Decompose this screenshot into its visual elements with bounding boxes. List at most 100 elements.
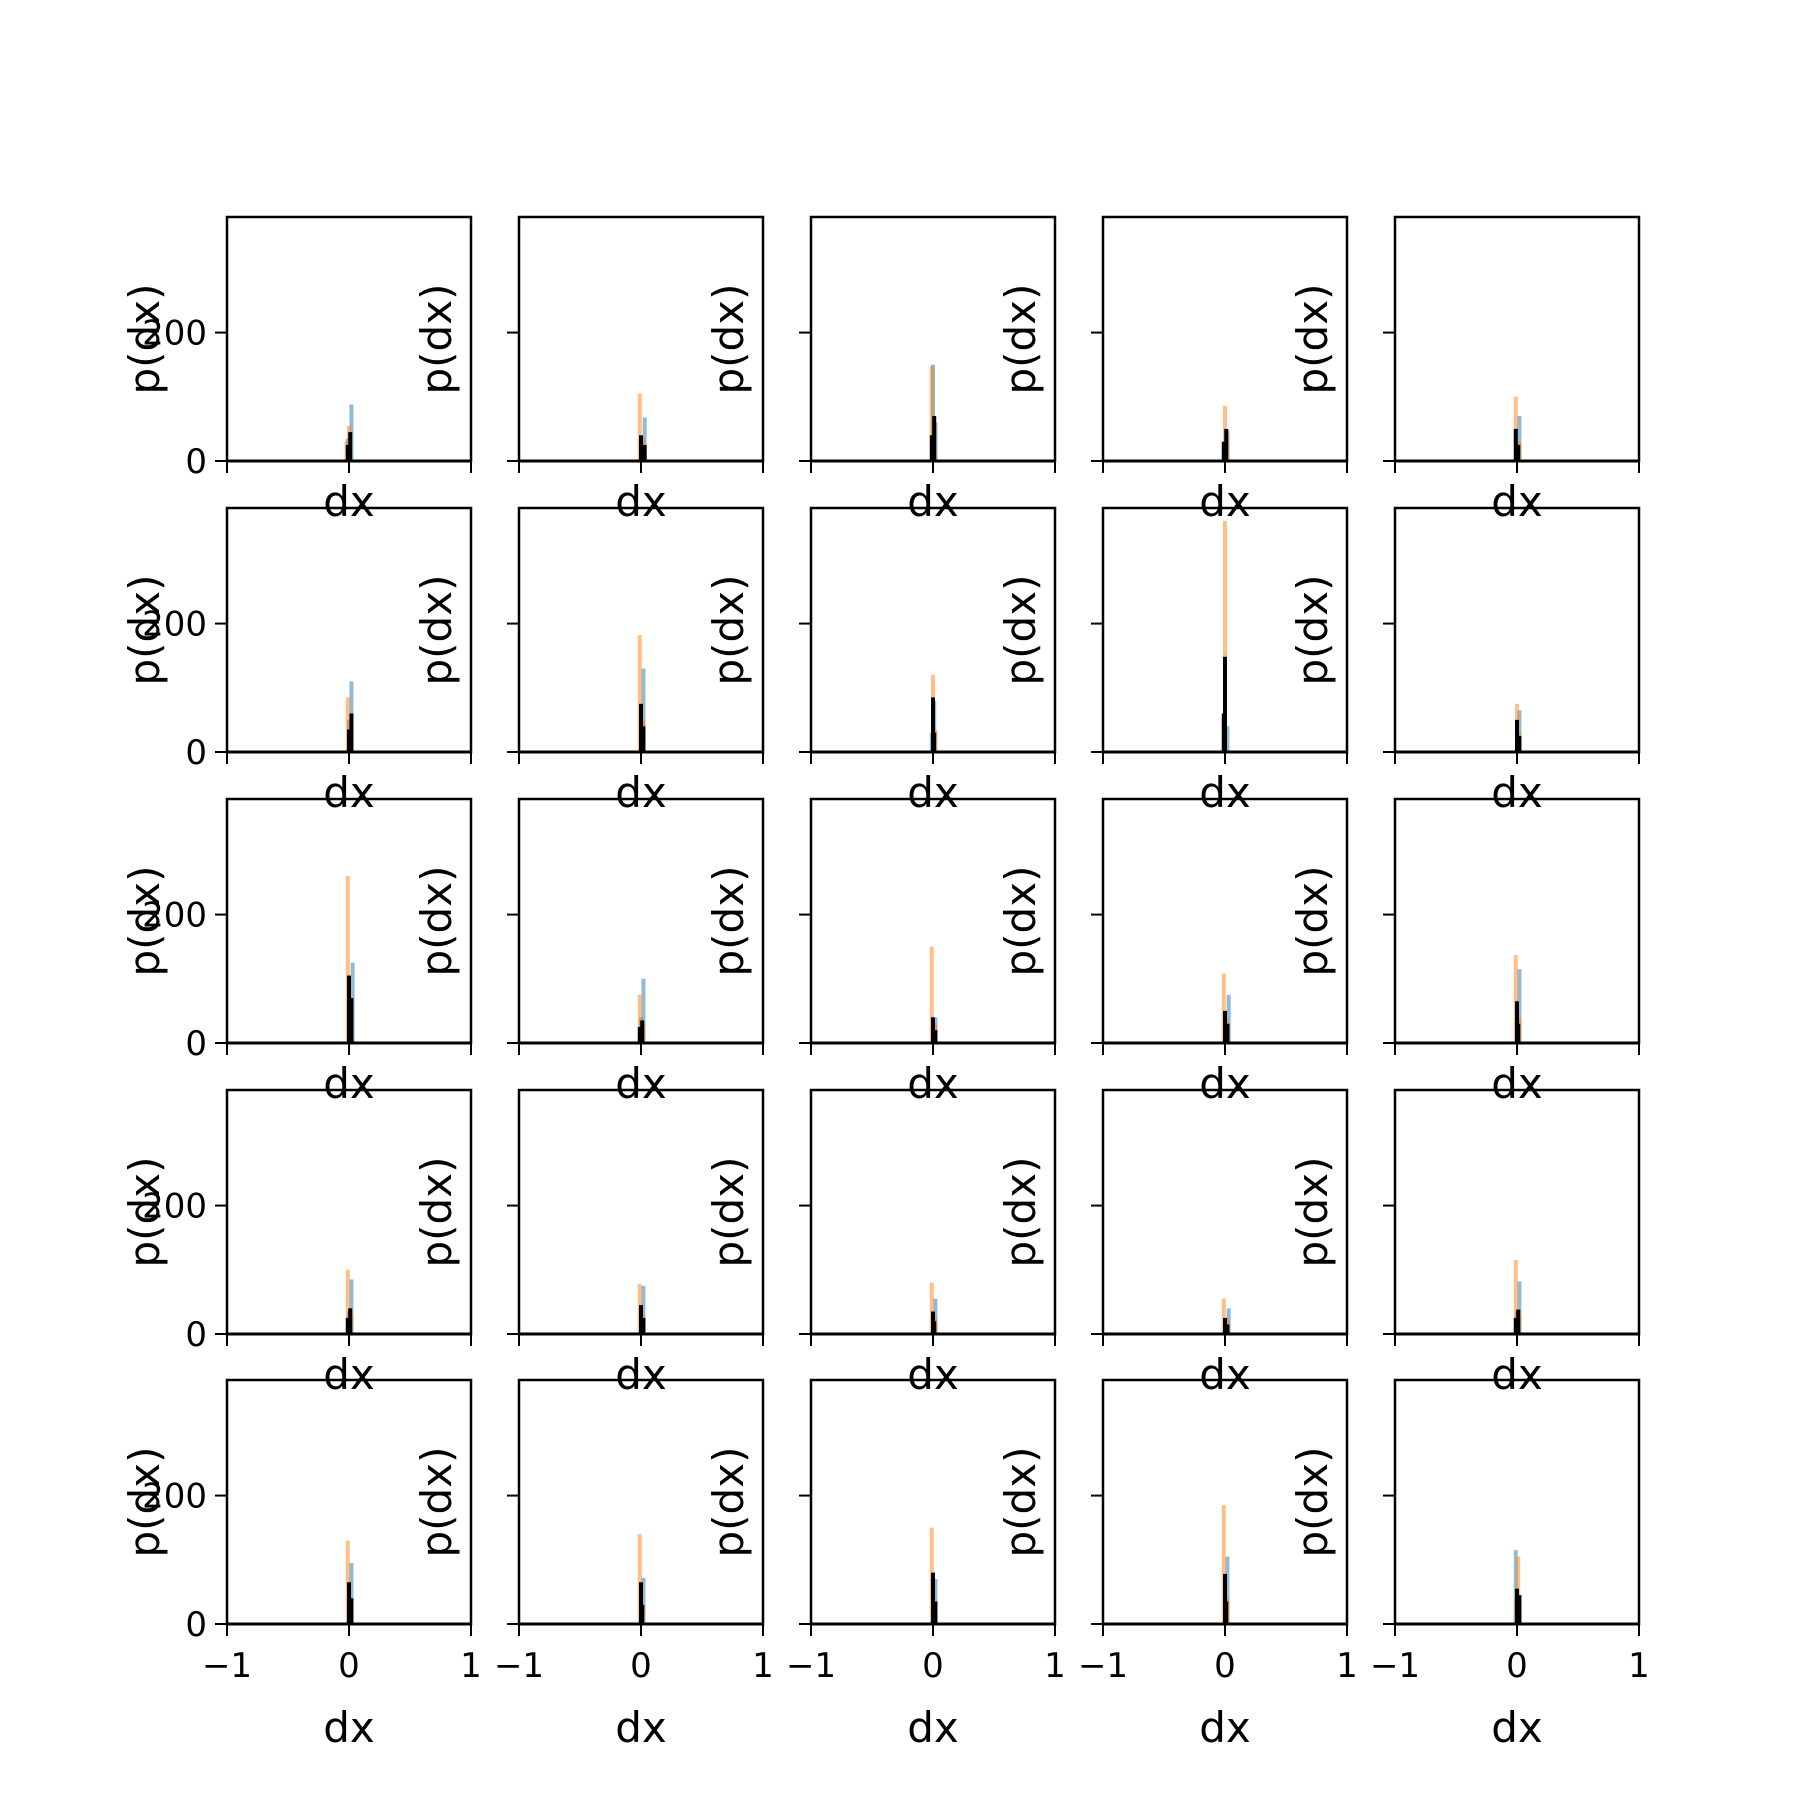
- histogram-bar-s2-b1: [637, 1534, 642, 1624]
- x-axis-label: dx: [323, 1350, 375, 1399]
- x-axis-label: dx: [907, 1059, 959, 1108]
- subplot-r2-c2: dx p(dx): [412, 506, 765, 817]
- histogram-bar-s2-b1: [345, 697, 350, 752]
- subplot-r5-c2: −1 0 1 dx p(dx): [412, 1378, 774, 1752]
- histogram-bar-s2-b1: [345, 1269, 350, 1334]
- y-axis-label: p(dx): [996, 1447, 1045, 1558]
- histogram-bar-s2-b1: [637, 635, 642, 752]
- x-tick-label: 1: [460, 1646, 482, 1686]
- x-axis-label: dx: [1199, 477, 1251, 526]
- y-axis-label: p(dx): [412, 1447, 461, 1558]
- histogram-bar-s3-b2: [345, 1317, 350, 1334]
- histogram-bar-s3-b2: [933, 1601, 938, 1624]
- x-axis-label: dx: [323, 768, 375, 817]
- subplot-r2-c5: dx p(dx): [1288, 506, 1641, 817]
- x-axis-label: dx: [323, 1703, 375, 1752]
- y-axis-label: p(dx): [704, 575, 753, 686]
- histogram-bar-s3-b2: [932, 1321, 937, 1334]
- y-axis-label: p(dx): [412, 575, 461, 686]
- y-axis-label: p(dx): [412, 866, 461, 977]
- subplot-r1-c5: dx p(dx): [1288, 215, 1641, 526]
- histogram-bar-s3-b2: [642, 444, 647, 461]
- histogram-bar-s3-b2: [347, 729, 351, 752]
- histogram-bar-s3-b2: [1517, 735, 1522, 752]
- histogram-bar-s3-b2: [641, 1317, 646, 1334]
- x-axis-label: dx: [1199, 1350, 1251, 1399]
- histogram-bar-s3-b1: [1515, 719, 1519, 752]
- subplot-r3-c2: dx p(dx): [412, 797, 765, 1108]
- subplot-r5-c5: −1 0 1 dx p(dx): [1288, 1378, 1650, 1752]
- y-axis-label: p(dx): [996, 575, 1045, 686]
- histogram-bar-s3-b1: [349, 713, 354, 752]
- subplot-r3-c1: 0 200 dx p(dx): [120, 797, 473, 1108]
- x-axis-label: dx: [907, 1350, 959, 1399]
- y-tick-label: 0: [185, 1605, 207, 1645]
- x-axis-label: dx: [615, 768, 667, 817]
- y-axis-label: p(dx): [412, 284, 461, 395]
- y-axis-label: p(dx): [1288, 1447, 1337, 1558]
- histogram-bar-s3-b2: [1221, 713, 1226, 752]
- subplot-r3-c4: dx p(dx): [996, 797, 1349, 1108]
- histogram-bar-s3-b1: [348, 1308, 353, 1334]
- histogram-bar-s3-b2: [929, 435, 934, 461]
- histogram-bar-s1-b2: [1225, 726, 1230, 752]
- histogram-bar-s3-b2: [1513, 1317, 1518, 1334]
- x-tick-label: −1: [494, 1646, 544, 1686]
- x-axis-label: dx: [1199, 1703, 1251, 1752]
- x-tick-label: 0: [338, 1646, 360, 1686]
- subplot-r5-c3: −1 0 1 dx p(dx): [704, 1378, 1066, 1752]
- x-tick-label: 0: [630, 1646, 652, 1686]
- y-axis-label: p(dx): [704, 284, 753, 395]
- histogram-bar-s1-b1: [1517, 1281, 1522, 1334]
- x-axis-label: dx: [615, 477, 667, 526]
- x-axis-label: dx: [615, 1703, 667, 1752]
- x-tick-label: 1: [752, 1646, 774, 1686]
- y-tick-label: 200: [142, 896, 207, 936]
- x-axis-label: dx: [1491, 1703, 1543, 1752]
- histogram-bar-s1-b1: [1517, 710, 1522, 752]
- histogram-bar-s3-b1: [639, 703, 643, 752]
- x-tick-label: 1: [1044, 1646, 1066, 1686]
- histogram-bar-s3-b1: [640, 1020, 645, 1043]
- y-tick-label: 200: [142, 1187, 207, 1227]
- x-axis-label: dx: [907, 768, 959, 817]
- histogram-bar-s3-b1: [1515, 1001, 1519, 1043]
- subplot-r1-c4: dx p(dx): [996, 215, 1349, 526]
- x-tick-label: 1: [1628, 1646, 1650, 1686]
- subplot-r4-c2: dx p(dx): [412, 1088, 765, 1399]
- histogram-bar-s2-b1: [1221, 1505, 1226, 1624]
- histogram-bar-s3-b1: [931, 1017, 935, 1043]
- histogram-bar-s3-b1: [932, 416, 937, 461]
- histogram-bar-s3-b2: [932, 732, 937, 752]
- y-axis-label: p(dx): [1288, 1157, 1337, 1268]
- x-axis-label: dx: [907, 477, 959, 526]
- subplot-r4-c5: dx p(dx): [1288, 1088, 1641, 1399]
- histogram-bar-s2-b1: [929, 365, 934, 461]
- x-tick-label: −1: [1370, 1646, 1420, 1686]
- histogram-bar-s3-b1: [1223, 656, 1227, 752]
- histogram-bar-s3-b2: [1225, 1324, 1230, 1334]
- subplot-r4-c4: dx p(dx): [996, 1088, 1349, 1399]
- histogram-bar-s3-b2: [640, 1604, 645, 1624]
- histogram-bar-s3-b2: [1516, 1023, 1521, 1043]
- histogram-bar-s3-b1: [639, 1305, 643, 1334]
- subplot-r4-c3: dx p(dx): [704, 1088, 1057, 1399]
- histogram-bar-s1-b1: [641, 668, 646, 752]
- histogram-bar-s3-b1: [1515, 1588, 1519, 1624]
- y-axis-label: p(dx): [996, 1157, 1045, 1268]
- x-tick-label: 0: [922, 1646, 944, 1686]
- histogram-bar-s3-b1: [347, 1582, 351, 1624]
- y-tick-label: 0: [185, 733, 207, 773]
- x-tick-label: −1: [1078, 1646, 1128, 1686]
- x-axis-label: dx: [1491, 768, 1543, 817]
- histogram-bar-s1-b1: [349, 1279, 354, 1334]
- histogram-bar-s1-b1: [1226, 994, 1231, 1043]
- y-tick-label: 200: [142, 1477, 207, 1517]
- y-axis-label: p(dx): [996, 866, 1045, 977]
- histogram-bar-s3-b1: [639, 1582, 643, 1624]
- y-axis-label: p(dx): [1288, 284, 1337, 395]
- x-tick-label: 0: [1506, 1646, 1528, 1686]
- subplot-r1-c3: dx p(dx): [704, 215, 1057, 526]
- y-axis-label: p(dx): [704, 1447, 753, 1558]
